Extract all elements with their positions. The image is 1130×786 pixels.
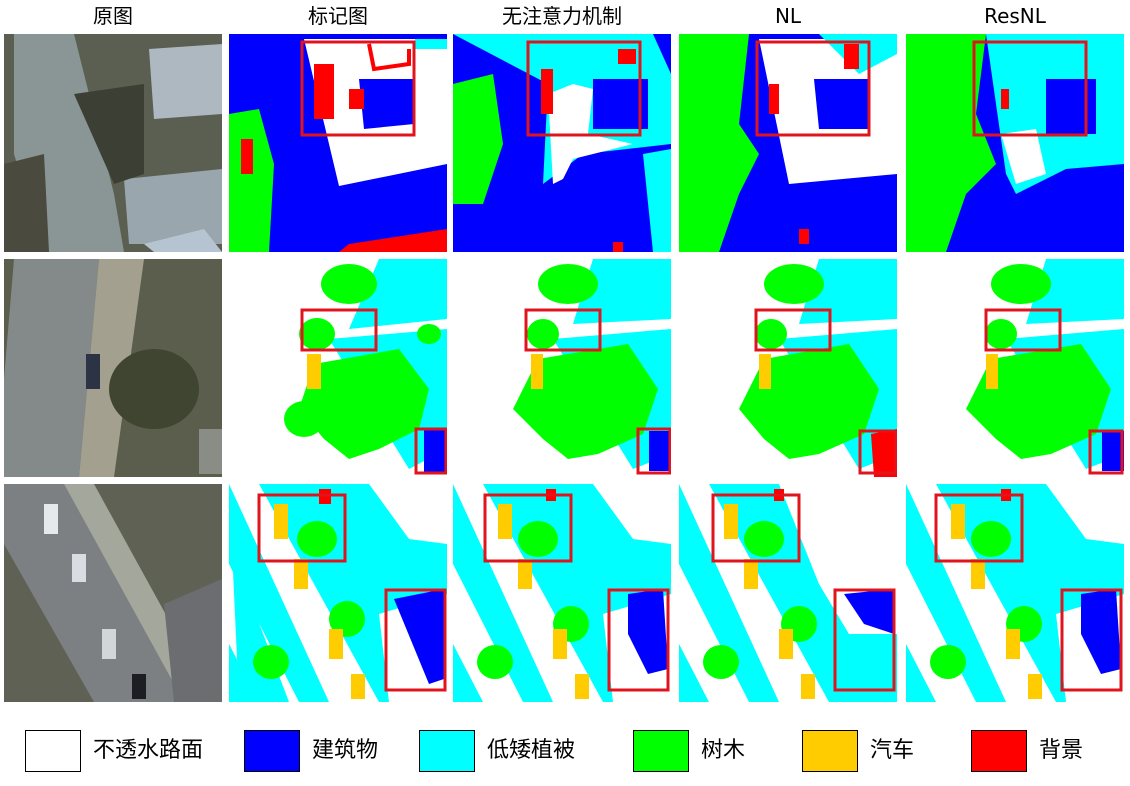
legend-label: 不透水路面 — [93, 738, 204, 763]
row2-original-image — [4, 259, 222, 477]
row3-label-map — [229, 484, 447, 702]
row3-original-image — [4, 484, 222, 702]
legend-impervious-surface: 不透水路面 — [25, 730, 225, 776]
legend-low-vegetation: 低矮植被 — [419, 730, 599, 776]
row1-label-map — [229, 34, 447, 252]
row2-label-map — [229, 259, 447, 477]
legend-swatch-green — [633, 730, 689, 772]
legend-label: 建筑物 — [312, 738, 379, 763]
legend-building: 建筑物 — [244, 730, 404, 776]
legend-label: 低矮植被 — [487, 738, 576, 763]
row3-nl-map — [679, 484, 897, 702]
column-header-resnl: ResNL — [984, 4, 1046, 28]
legend-swatch-yellow — [802, 730, 858, 772]
legend-swatch-red — [971, 730, 1027, 772]
row1-original-image — [4, 34, 222, 252]
legend-label: 汽车 — [870, 738, 915, 763]
column-header-original: 原图 — [93, 4, 133, 28]
column-header-label: 标记图 — [308, 4, 368, 28]
row3-resnl-map — [906, 484, 1124, 702]
legend-swatch-blue — [244, 730, 300, 772]
legend-tree: 树木 — [633, 730, 773, 776]
legend-car: 汽车 — [802, 730, 942, 776]
column-header-nl: NL — [774, 4, 802, 28]
legend-swatch-cyan — [419, 730, 475, 772]
legend-swatch-white — [25, 730, 81, 772]
column-header-no-attention: 无注意力机制 — [502, 4, 622, 28]
row1-nl-map — [679, 34, 897, 252]
row3-no-attention-map — [453, 484, 671, 702]
row1-no-attention-map — [453, 34, 671, 252]
legend-label: 背景 — [1039, 738, 1084, 763]
row2-resnl-map — [906, 259, 1124, 477]
legend-background: 背景 — [971, 730, 1111, 776]
row2-no-attention-map — [453, 259, 671, 477]
row2-nl-map — [679, 259, 897, 477]
row1-resnl-map — [906, 34, 1124, 252]
legend-label: 树木 — [701, 738, 746, 763]
